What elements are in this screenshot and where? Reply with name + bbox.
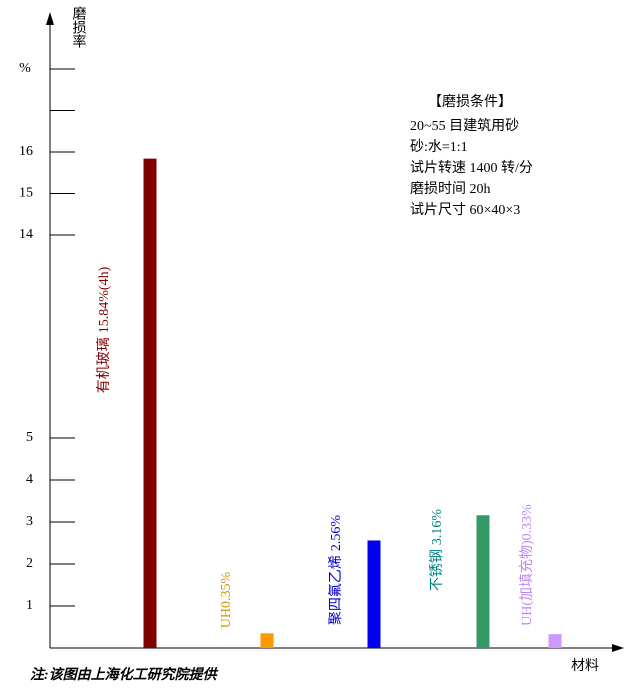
bar-label: 不锈钢 3.16% [429,509,445,592]
category-label: UH [219,608,234,628]
bar [143,158,157,648]
y-tick-label: 14 [19,227,33,242]
y-tick-label: 4 [26,472,33,487]
y-tick-label: 16 [19,144,33,159]
condition-text: 20~55 目建筑用砂 [410,118,519,134]
condition-text: 试片尺寸 60×40×3 [410,202,520,218]
bar [476,515,490,648]
y-tick-label: 2 [26,556,33,571]
category-label: 聚四氟乙烯 [328,555,344,625]
value-label: 2.56% [329,515,344,552]
note: 注:该图由上海化工研究院提供 [30,666,219,683]
y-tick-label: 5 [26,430,33,445]
condition-text: 试片转速 1400 转/分 [410,160,533,176]
y-axis-label: 磨损率 [71,6,87,48]
y-arrow [46,12,54,25]
condition-text: 砂:水=1:1 [410,139,468,155]
value-label: 3.16% [430,509,445,546]
bar [548,634,562,648]
condition-text: 磨损时间 20h [410,181,491,197]
condition-text: 【磨损条件】 [428,93,512,110]
bar [367,540,381,648]
bar-label: 有机玻璃 15.84%(4h) [95,266,112,393]
category-label: 有机玻璃 [95,337,112,393]
value-label: 0.33% [520,504,535,541]
bar-label: UH(加填充物)0.33% [519,504,535,626]
category-label: 不锈钢 [429,549,445,591]
y-tick-label: 15 [19,186,33,201]
bar-label: 聚四氟乙烯 2.56% [328,515,344,626]
value-label: 0.35% [219,571,234,608]
x-axis-label: 材料 [571,658,599,674]
y-tick-label: 3 [26,514,33,529]
y-tick-label: 1 [26,598,33,613]
bar [260,633,274,648]
bar-label: UH0.35% [219,571,234,628]
value-label: 15.84%(4h) [97,266,112,333]
y-unit: % [19,61,31,76]
x-arrow [612,644,624,652]
category-label: UH(加填充物) [519,540,535,626]
